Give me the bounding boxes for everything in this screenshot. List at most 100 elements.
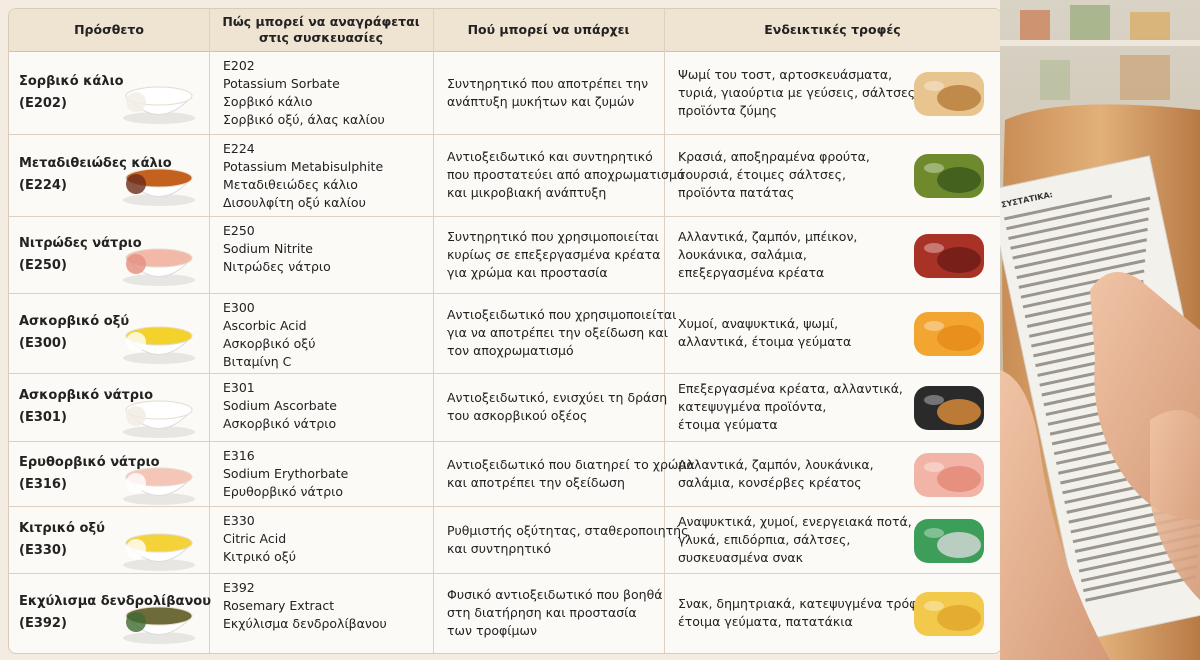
cell-line: Ψωμί του τοστ, αρτοσκευάσματα, [678, 66, 893, 82]
row-divider [9, 506, 1001, 507]
food-illustration [914, 312, 984, 356]
food-illustration [914, 518, 984, 563]
food-highlight [924, 527, 944, 538]
cell-line: (E392) [19, 616, 67, 631]
cell-line: Ρυθμιστής οξύτητας, σταθεροποιητής [447, 522, 689, 538]
bowl-shadow [123, 558, 195, 571]
bowl-accent [126, 91, 146, 112]
bowl-accent [126, 174, 146, 194]
cell-line: Σνακ, δημητριακά, κατεψυγμένα τρόφιμα, [678, 596, 942, 611]
cell-line: τον αποχρωματισμό [447, 343, 574, 358]
usage: Αντιοξειδωτικό και συντηρητικό που προστα… [447, 148, 685, 202]
additive-illustration [123, 400, 195, 438]
label-text-line [1003, 194, 1113, 221]
cell-line: και συντηρητικό [447, 540, 552, 556]
cell-line: Εκχύλισμα δενδρολίβανου [19, 594, 212, 609]
cell-line: E202 [223, 58, 255, 73]
usage: Φυσικό αντιοξειδωτικό που βοηθά στη διατή… [447, 586, 662, 640]
bowl-shadow [123, 492, 195, 505]
cell-line: Sodium Erythorbate [223, 466, 349, 481]
header-cell: Ενδεικτικές τροφές [664, 9, 1001, 51]
food-illustration [914, 233, 984, 278]
food-illustration [914, 154, 984, 198]
cell-line: έτοιμα γεύματα, πατατάκια [678, 614, 853, 629]
bowl-accent [126, 538, 146, 559]
bowl-shadow [123, 111, 195, 124]
cell-line: προϊόντα ζύμης [678, 102, 777, 118]
row-divider [9, 293, 1001, 294]
cell-line: στη διατήρηση και προστασία [447, 605, 637, 620]
label-text-line [1085, 575, 1197, 602]
food-detail [937, 84, 981, 111]
cell-line: Αλλαντικά, ζαμπόν, λουκάνικα, [678, 456, 874, 472]
cell-line: Δισουλφίτη οξύ καλίου [223, 195, 366, 210]
cell-line: Rosemary Extract [223, 598, 335, 613]
label-names: E392 Rosemary Extract Εκχύλισμα δενδρολίβα… [223, 579, 387, 633]
table-header [9, 9, 1001, 52]
cell-line: Μεταδιθειώδες κάλιο [223, 177, 358, 192]
bowl-shadow [123, 426, 195, 438]
food-detail [937, 167, 981, 193]
food-detail [937, 325, 981, 351]
header-cell: Πρόσθετο [9, 9, 209, 51]
label-text-line [1012, 227, 1148, 260]
cell-line: (E301) [19, 410, 67, 425]
label-names: E202 Potassium Sorbate Σορβικό κάλιο Σορβικ… [223, 57, 385, 129]
label-text-line [1008, 207, 1150, 240]
bowl-shadow [123, 632, 195, 644]
header-text: Ενδεικτικές τροφές [764, 22, 901, 37]
cell-line: Εκχύλισμα δενδρολίβανου [223, 616, 387, 631]
cell-line: Σορβικό κάλιο [19, 73, 124, 89]
header-text: Πού μπορεί να υπάρχει [467, 22, 630, 37]
cell-line: Potassium Sorbate [223, 76, 340, 91]
cell-line: κατεψυγμένα προϊόντα, [678, 399, 827, 414]
additive-illustration [123, 248, 195, 286]
cell-line: (E202) [19, 95, 67, 111]
additive-name: Μεταδιθειώδες κάλιο (E224) [19, 153, 172, 197]
bowl-accent [126, 332, 146, 352]
label-text-line [1083, 565, 1198, 593]
cell-line: E316 [223, 448, 255, 463]
label-text-line [1006, 196, 1151, 231]
food-highlight [924, 461, 944, 472]
additive-name: Ασκορβικό οξύ (E300) [19, 311, 129, 355]
food-highlight [924, 80, 944, 91]
label-names: E301 Sodium Ascorbate Ασκορβικό νάτριο [223, 379, 337, 433]
usage: Αντιοξειδωτικό που χρησιμοποιείται για να… [447, 306, 676, 360]
food-illustration [914, 452, 984, 497]
cell-line: Συντηρητικό που αποτρέπει την [447, 75, 649, 91]
cell-line: E392 [223, 580, 255, 595]
label-text-line [1010, 217, 1149, 250]
cell-line: για χρώμα και προστασία [447, 264, 608, 280]
row-divider [9, 216, 1001, 217]
label-names: E330 Citric Acid Κιτρικό οξύ [223, 512, 296, 566]
cell-line: Sodium Ascorbate [223, 398, 337, 413]
bowl-accent [126, 472, 146, 493]
bowl-accent [126, 612, 146, 632]
cell-line: Κιτρικό οξύ [223, 549, 296, 564]
cell-line: ανάπτυξη μυκήτων και ζυμών [447, 93, 635, 109]
additive-name: Ασκορβικό νάτριο (E301) [19, 385, 153, 429]
row-divider [9, 441, 1001, 442]
cell-line: που προστατεύει από αποχρωματισμό [447, 167, 685, 182]
cell-line: του ασκορβικού οξέος [447, 408, 588, 423]
cell-line: επεξεργασμένα κρέατα [678, 264, 825, 280]
cell-line: Ascorbic Acid [223, 318, 307, 333]
usage: Συντηρητικό που αποτρέπει την ανάπτυξη μυ… [447, 75, 648, 111]
example-foods: Αλλαντικά, ζαμπόν, λουκάνικα, σαλάμια, κο… [678, 456, 874, 492]
cell-line: E250 [223, 223, 255, 238]
column-divider [209, 9, 210, 653]
cell-line: λουκάνικα, σαλάμια, [678, 246, 807, 262]
cell-line: Σορβικό κάλιο [223, 94, 313, 109]
header-text: Πώς μπορεί να αναγράφεται [222, 14, 420, 29]
cell-line: Βιταμίνη C [223, 354, 292, 369]
food-detail [937, 399, 981, 425]
row-divider [9, 373, 1001, 374]
row-divider [9, 573, 1001, 574]
column-divider [664, 9, 665, 653]
food-detail [937, 465, 981, 492]
cell-line: τυριά, γιαούρτια με γεύσεις, σάλτσες, [678, 84, 920, 100]
cell-line: (E316) [19, 476, 67, 492]
cell-line: Χυμοί, αναψυκτικά, ψωμί, [678, 316, 839, 331]
